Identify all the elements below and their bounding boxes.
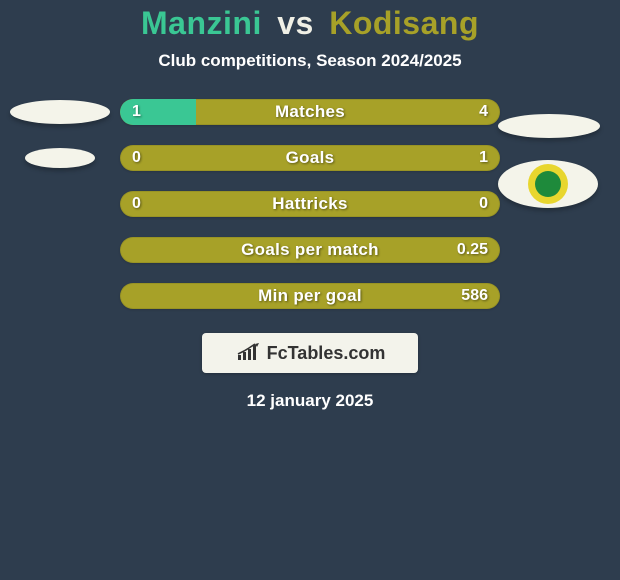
stat-label: Hattricks xyxy=(120,191,500,217)
stat-bar: 1Matches4 xyxy=(120,99,500,125)
left-badge-cell xyxy=(10,273,110,319)
player2-badge-oval xyxy=(498,114,600,138)
left-badge-cell xyxy=(10,89,110,135)
brand-box: FcTables.com xyxy=(202,333,418,373)
player2-name: Kodisang xyxy=(329,5,479,41)
stat-row: Goals per match0.25 xyxy=(0,227,620,273)
stat-right-value: 0.25 xyxy=(457,237,488,263)
brand-chart-icon xyxy=(235,343,261,363)
stat-right-value: 0 xyxy=(479,191,488,217)
player2-club-crest xyxy=(498,160,598,208)
subtitle: Club competitions, Season 2024/2025 xyxy=(0,51,620,71)
vs-text: vs xyxy=(277,5,314,41)
stat-bar: Goals per match0.25 xyxy=(120,237,500,263)
comparison-card: Manzini vs Kodisang Club competitions, S… xyxy=(0,0,620,580)
player1-badge-oval xyxy=(10,100,110,124)
stat-right-value: 1 xyxy=(479,145,488,171)
stat-row: Min per goal586 xyxy=(0,273,620,319)
stat-bar: 0Hattricks0 xyxy=(120,191,500,217)
stat-label: Goals per match xyxy=(120,237,500,263)
player1-name: Manzini xyxy=(141,5,262,41)
player2-badge-stack xyxy=(498,114,600,208)
date-text: 12 january 2025 xyxy=(0,391,620,411)
right-badge-cell xyxy=(510,227,610,273)
left-badge-cell xyxy=(10,227,110,273)
player1-club-oval xyxy=(25,148,95,168)
crest-ring-icon xyxy=(528,164,568,204)
stat-label: Matches xyxy=(120,99,500,125)
stat-label: Goals xyxy=(120,145,500,171)
stat-right-value: 4 xyxy=(479,99,488,125)
left-badge-cell xyxy=(10,135,110,181)
page-title: Manzini vs Kodisang xyxy=(0,6,620,41)
left-badge-cell xyxy=(10,181,110,227)
stat-bar: 0Goals1 xyxy=(120,145,500,171)
stat-label: Min per goal xyxy=(120,283,500,309)
right-badge-cell xyxy=(510,273,610,319)
stat-bar: Min per goal586 xyxy=(120,283,500,309)
brand-text: FcTables.com xyxy=(267,343,386,364)
stat-right-value: 586 xyxy=(461,283,488,309)
crest-core-icon xyxy=(535,171,561,197)
